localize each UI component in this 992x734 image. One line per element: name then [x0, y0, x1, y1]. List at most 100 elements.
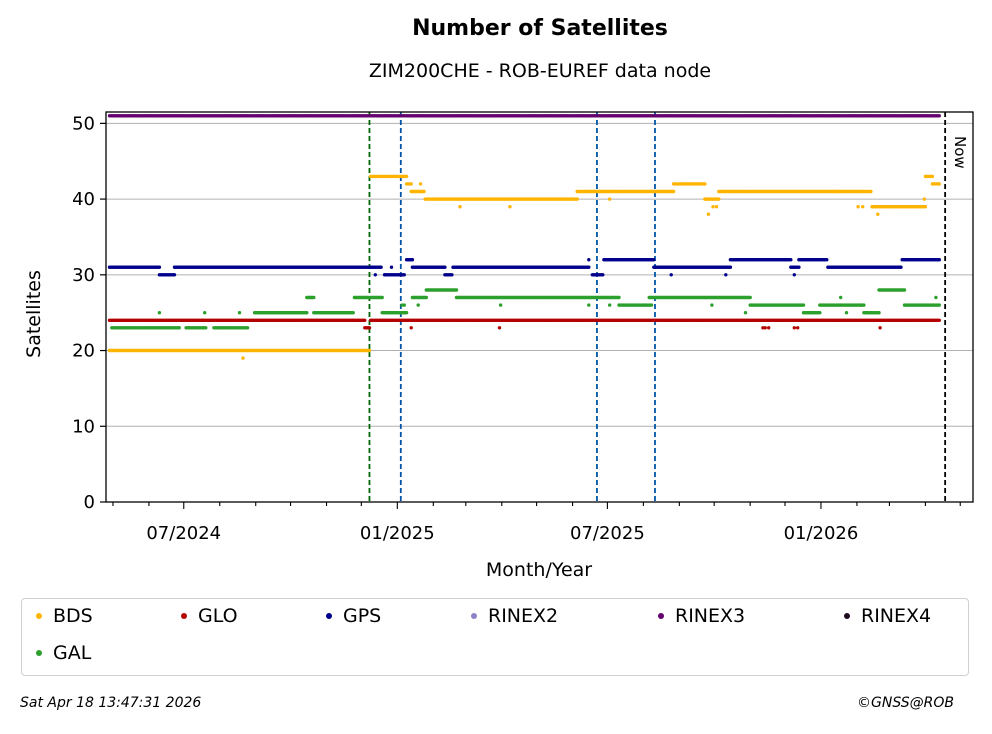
legend-label: BDS	[53, 605, 93, 627]
data-point	[458, 205, 462, 209]
legend-label: GAL	[53, 642, 92, 664]
data-point	[617, 295, 621, 300]
data-point	[587, 265, 591, 269]
legend-marker	[658, 613, 664, 619]
data-point	[373, 273, 377, 277]
data-point	[382, 273, 387, 277]
data-point	[245, 326, 250, 330]
data-point	[204, 326, 208, 330]
satellites-chart: Now 0 10 20 30 40 50 07/2024 01/2025 07/2025 01/2…	[23, 111, 974, 581]
data-point	[861, 205, 865, 209]
series-layer	[107, 114, 941, 360]
series-gps	[107, 258, 941, 277]
data-point	[237, 311, 242, 315]
y-axis-label: Satellites	[23, 270, 45, 358]
event-lines: Now	[368, 112, 969, 502]
data-point	[937, 182, 941, 186]
data-point	[706, 212, 711, 216]
data-point	[409, 182, 413, 186]
footer-timestamp: Sat Apr 18 13:47:31 2026	[20, 695, 202, 711]
data-point	[748, 295, 752, 300]
data-point	[937, 318, 941, 322]
data-point	[669, 273, 673, 277]
data-point	[424, 295, 428, 300]
series-rinex3	[107, 114, 941, 118]
data-point	[418, 182, 423, 186]
data-point	[937, 114, 941, 118]
data-point	[410, 258, 415, 262]
data-point	[717, 197, 721, 201]
data-point	[902, 288, 907, 292]
data-point	[923, 205, 928, 209]
data-point	[858, 303, 863, 307]
data-point	[937, 258, 941, 262]
data-point	[508, 205, 512, 209]
data-point	[789, 258, 793, 262]
data-point	[312, 295, 316, 300]
data-point	[876, 212, 880, 216]
plot-frame	[105, 111, 974, 503]
data-point	[869, 189, 873, 194]
data-point	[714, 205, 719, 209]
data-point	[728, 265, 733, 269]
series-glo	[107, 318, 941, 330]
legend-marker	[36, 613, 42, 619]
legend-item-rinex4: RINEX4	[844, 605, 931, 627]
data-point	[711, 205, 715, 209]
data-point	[305, 311, 309, 315]
legend-label: GLO	[198, 605, 238, 627]
data-point	[402, 303, 406, 307]
data-point	[724, 273, 728, 277]
legend: BDS GLO GPS RINEX2 RINEX3 RINEX4 GAL	[21, 598, 969, 676]
x-tick-label: 01/2025	[360, 523, 435, 544]
legend-marker	[471, 613, 477, 619]
data-point	[937, 303, 941, 307]
chart-title: Number of Satellites	[412, 16, 668, 41]
legend-marker	[36, 650, 42, 656]
data-point	[172, 273, 177, 277]
legend-item-gps: GPS	[326, 605, 381, 627]
data-point	[402, 273, 406, 277]
data-point	[763, 326, 767, 330]
y-tick-label: 10	[72, 416, 95, 437]
legend-item-rinex3: RINEX3	[658, 605, 745, 627]
data-point	[743, 311, 748, 315]
footer-copyright: ©GNSS@ROB	[857, 695, 954, 711]
data-point	[601, 273, 605, 277]
data-point	[767, 326, 771, 330]
now-label: Now	[951, 136, 969, 169]
data-point	[703, 182, 707, 186]
grid-layer	[106, 122, 973, 427]
legend-item-bds: BDS	[36, 605, 93, 627]
data-point	[409, 326, 413, 330]
data-point	[797, 265, 801, 269]
data-point	[839, 295, 843, 300]
x-tick-label: 07/2024	[146, 523, 221, 544]
legend-marker	[326, 613, 332, 619]
data-point	[862, 303, 866, 307]
legend-label: GPS	[343, 605, 382, 627]
data-point	[877, 311, 881, 315]
data-point	[454, 288, 459, 292]
y-tick-label: 20	[72, 341, 95, 362]
data-point	[608, 197, 612, 201]
data-point	[671, 189, 676, 194]
data-point	[792, 273, 796, 277]
data-point	[899, 265, 903, 269]
data-point	[652, 258, 656, 262]
data-point	[710, 303, 714, 307]
data-point	[363, 318, 367, 322]
legend-marker	[181, 613, 187, 619]
legend-item-rinex2: RINEX2	[471, 605, 558, 627]
data-point	[856, 205, 860, 209]
legend-item-glo: GLO	[181, 605, 238, 627]
data-point	[203, 311, 207, 315]
data-point	[367, 326, 372, 330]
series-bds	[107, 174, 941, 360]
data-point	[443, 265, 447, 269]
x-tick-label: 01/2026	[784, 523, 859, 544]
y-tick-label: 50	[72, 113, 95, 134]
data-point	[177, 326, 181, 330]
data-point	[404, 174, 409, 179]
legend-label: RINEX3	[675, 605, 746, 627]
